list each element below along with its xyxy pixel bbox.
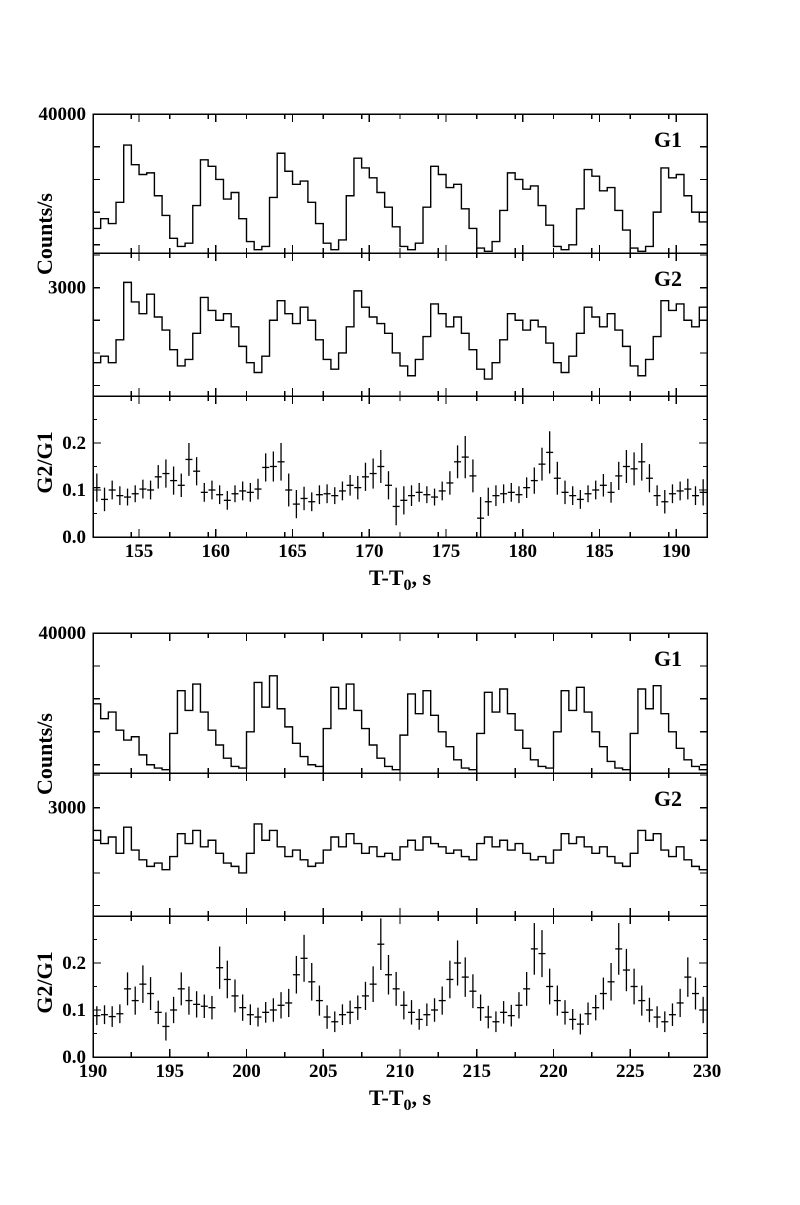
x-tick-label: 190 [79,1061,108,1082]
y-tick-label: 0.0 [62,527,86,548]
x-tick-label: 205 [309,1061,338,1082]
x-tick-label: 215 [463,1061,492,1082]
y-tick-label: 3000 [48,798,86,819]
x-tick-label: 175 [432,541,461,562]
panel-frame [92,915,708,1058]
panel-frame [92,395,708,538]
bottom-light-curve-panel-g2g1: 0.0 0.1 0.2 [62,915,708,1068]
bottom-light-curve-panel-g2: 3000 G2 [48,772,708,917]
ratio-errorbar-series [93,431,707,537]
top-light-curve-panel-g2g1: 0.0 0.1 0.2 [62,395,708,548]
x-tick-label: 230 [693,1061,722,1082]
y-tick-label: 40000 [39,104,87,125]
x-tick-label: 200 [232,1061,261,1082]
y-tick-label: 0.0 [62,1047,86,1068]
panel-frame [92,772,708,917]
x-axis-title: T-T0, s [369,565,432,594]
y-tick-label: 0.1 [62,1000,86,1021]
y-tick-label: 0.2 [62,433,86,454]
y-axis-title-ratio: G2/G1 [32,431,57,493]
bottom-light-curve: 40000 G1 3000 G2 0.0 0.1 0.2 190 195 200 205 210 215… [32,623,721,1114]
y-axis-title-counts: Counts/s [32,713,57,795]
bottom-light-curve-panel-g1: 40000 G1 [39,623,708,774]
y-tick-label: 0.1 [62,480,86,501]
panel-annotation-g1: G1 [654,127,682,152]
x-tick-label: 225 [616,1061,645,1082]
panel-annotation-g2: G2 [654,786,682,811]
x-tick-label: 220 [539,1061,568,1082]
histogram-series-g1 [93,675,707,771]
axis-ticks [92,253,708,396]
x-tick-label: 195 [156,1061,185,1082]
histogram-series-g2 [93,823,707,874]
axis-ticks [92,773,708,916]
histogram-series-g2 [93,281,707,380]
top-light-curve-panel-g2: 3000 G2 [48,252,708,397]
axis-ticks [92,396,708,538]
x-tick-label: 210 [386,1061,415,1082]
x-tick-label: 170 [355,541,384,562]
y-tick-label: 0.2 [62,953,86,974]
axis-ticks [92,632,708,773]
panel-annotation-g1: G1 [654,646,682,671]
histogram-series-g1 [93,144,707,253]
x-tick-label: 155 [125,541,154,562]
x-tick-label: 165 [278,541,307,562]
axis-ticks [92,916,708,1058]
ratio-errorbar-series [93,918,707,1041]
panel-annotation-g2: G2 [654,266,682,291]
y-tick-label: 40000 [39,623,87,644]
x-axis-title: T-T0, s [369,1085,432,1114]
x-tick-label: 160 [202,541,231,562]
y-axis-title-ratio: G2/G1 [32,951,57,1013]
x-tick-label: 185 [585,541,614,562]
y-axis-title-counts: Counts/s [32,193,57,275]
axis-ticks [92,113,708,253]
x-tick-label: 180 [509,541,538,562]
top-light-curve-panel-g1: 40000 G1 [39,104,708,254]
y-tick-label: 3000 [48,278,86,299]
x-tick-label: 190 [662,541,691,562]
top-light-curve: 40000 G1 3000 G2 0.0 0.1 0.2 155 160 165 170 175 180… [32,104,708,594]
